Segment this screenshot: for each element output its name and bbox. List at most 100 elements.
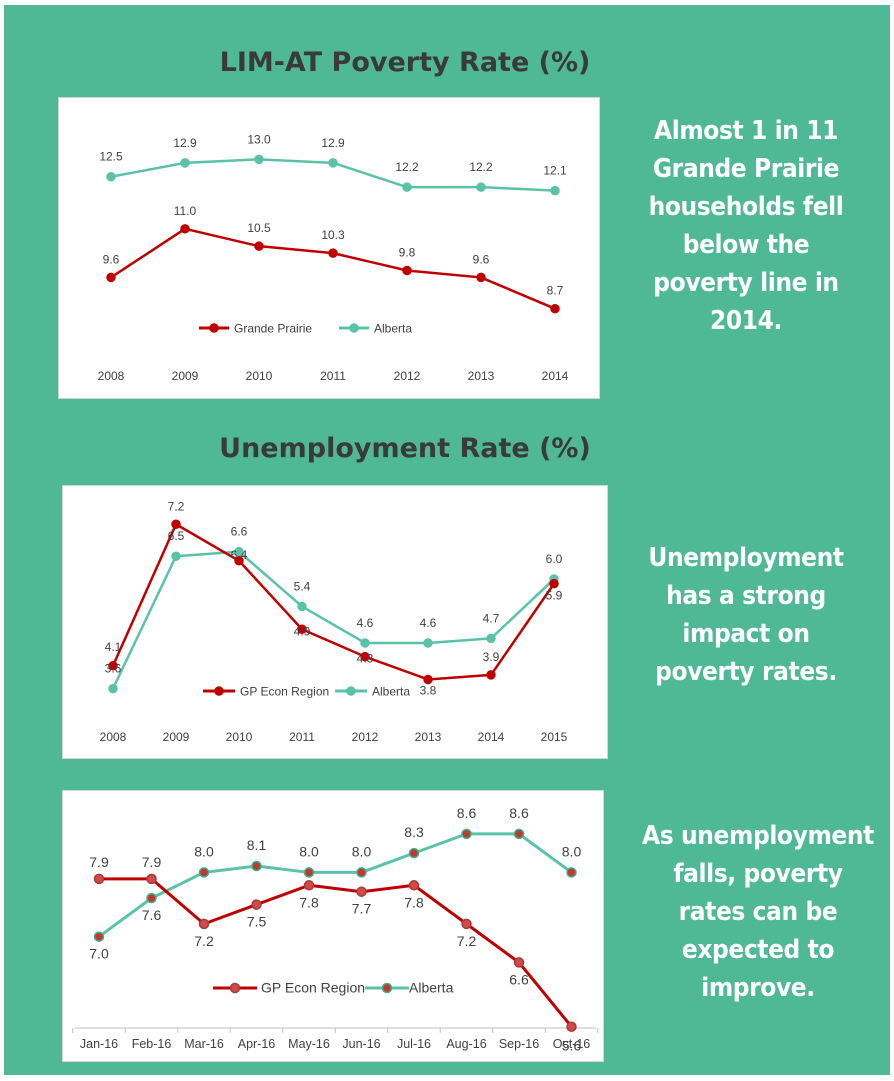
- data-label: 6.4: [231, 548, 248, 562]
- poverty-chart-title: LIM-AT Poverty Rate (%): [219, 47, 591, 78]
- data-point: [146, 892, 157, 904]
- x-tick-label: Jan-16: [80, 1037, 118, 1051]
- data-point: [423, 674, 433, 685]
- x-tick-label: 2009: [172, 369, 199, 383]
- data-label: 4.1: [105, 640, 122, 654]
- x-tick-label: Sep-16: [499, 1037, 539, 1051]
- poverty-callout-line: below the: [682, 230, 810, 260]
- data-point: [408, 847, 420, 859]
- data-point: [402, 265, 412, 276]
- infographic-background: LIM-AT Poverty Rate (%) 2008 2009 2010 2011…: [4, 5, 890, 1075]
- legend-label: GP Econ Region: [240, 685, 329, 699]
- data-label: 9.6: [103, 252, 120, 266]
- unemployment-monthly-chart-panel: Jan-16 Feb-16 Mar-16 Apr-16 May-16 Jun-16 Jul-…: [62, 790, 604, 1062]
- data-point: [461, 828, 472, 840]
- series-line-teal: [111, 550, 555, 690]
- data-label: 12.9: [321, 136, 345, 150]
- data-label: 3.6: [105, 662, 122, 676]
- legend-label: Grande Prairie: [234, 322, 312, 336]
- data-point: [108, 683, 118, 694]
- series-line-teal: [98, 832, 573, 938]
- poverty-callout-line: Almost 1 in 11: [654, 116, 838, 146]
- data-label: 9.6: [473, 252, 490, 266]
- data-point: [360, 651, 370, 662]
- x-tick-label: Aug-16: [446, 1037, 486, 1051]
- data-point: [402, 182, 412, 192]
- data-point: [106, 171, 116, 182]
- x-tick-label: 2013: [468, 369, 495, 383]
- outlook-callout-line: improve.: [701, 973, 815, 1003]
- outlook-callout-line: falls, poverty: [673, 859, 843, 889]
- data-label: 6.0: [546, 552, 563, 566]
- data-point: [180, 158, 190, 168]
- data-point: [356, 886, 367, 897]
- data-label: 5.9: [546, 589, 563, 603]
- data-point: [198, 867, 210, 878]
- poverty-callout: Almost 1 in 11 Grande Prairie households…: [602, 112, 890, 340]
- data-point: [328, 158, 338, 168]
- data-label: 7.8: [299, 894, 319, 910]
- x-tick-label: 2014: [542, 369, 569, 383]
- x-tick-label: 2010: [226, 730, 253, 744]
- outlook-callout-line: As unemployment: [642, 821, 874, 851]
- data-point: [328, 248, 338, 258]
- x-tick-label: Feb-16: [132, 1037, 172, 1051]
- data-point: [251, 899, 262, 910]
- data-label: 8.0: [194, 843, 214, 859]
- legend-label: GP Econ Region: [261, 980, 365, 996]
- data-label: 12.2: [469, 160, 493, 174]
- data-point: [254, 241, 264, 251]
- data-label: 7.6: [142, 907, 162, 923]
- legend-label: Alberta: [374, 322, 412, 336]
- data-point: [146, 873, 157, 885]
- data-label: 7.2: [168, 499, 185, 513]
- data-point: [486, 633, 496, 644]
- legend-swatch-marker: [349, 323, 359, 333]
- data-label: 8.1: [247, 837, 267, 853]
- legend-label: Alberta: [372, 685, 410, 699]
- data-point: [476, 182, 486, 192]
- unemployment-monthly-line-chart: Jan-16 Feb-16 Mar-16 Apr-16 May-16 Jun-16 Jul-…: [72, 805, 599, 1054]
- data-label: 8.0: [562, 843, 582, 859]
- data-label: 6.6: [509, 971, 529, 987]
- data-label: 11.0: [174, 204, 197, 218]
- unemployment-callout-line: poverty rates.: [655, 657, 837, 687]
- data-label: 7.9: [89, 854, 109, 870]
- data-label: 8.6: [509, 805, 529, 821]
- outlook-callout: As unemployment falls, poverty rates can…: [626, 817, 890, 1007]
- unemployment-annual-chart-panel: 2008 2009 2010 2011 2012 2013 2014 2015 4.1 7.2 6.…: [62, 485, 608, 759]
- data-label: 4.9: [294, 624, 311, 638]
- poverty-callout-line: households fell: [648, 192, 844, 222]
- x-tick-label: Oct-16: [553, 1037, 591, 1051]
- data-point: [486, 670, 496, 680]
- data-label: 12.9: [173, 136, 197, 150]
- data-label: 12.2: [395, 160, 419, 174]
- data-point: [356, 867, 367, 878]
- data-label: 12.1: [543, 164, 567, 178]
- legend-label: Alberta: [409, 980, 454, 996]
- unemployment-callout-line: has a strong: [666, 581, 826, 611]
- data-point: [171, 551, 181, 561]
- data-label: 8.0: [299, 843, 319, 859]
- data-point: [513, 828, 525, 840]
- data-label: 5.6: [562, 1038, 582, 1054]
- poverty-callout-line: Grande Prairie: [652, 154, 840, 184]
- data-point: [93, 931, 105, 942]
- data-label: 8.0: [352, 843, 372, 859]
- unemployment-callout-line: impact on: [682, 619, 810, 649]
- data-point: [251, 860, 262, 872]
- data-point: [106, 272, 116, 283]
- data-label: 12.5: [99, 150, 123, 164]
- x-tick-label: 2009: [163, 730, 190, 744]
- series-line-red: [111, 523, 556, 681]
- data-point: [303, 867, 315, 878]
- outlook-callout-line: expected to: [681, 935, 835, 965]
- data-point: [408, 880, 420, 891]
- data-label: 7.5: [247, 914, 267, 930]
- unemployment-chart-title: Unemployment Rate (%): [219, 433, 591, 464]
- x-tick-label: 2015: [541, 730, 568, 744]
- legend-swatch-marker: [214, 686, 224, 696]
- data-label: 8.3: [404, 824, 424, 840]
- x-tick-label: 2011: [320, 369, 346, 383]
- data-point: [461, 918, 472, 930]
